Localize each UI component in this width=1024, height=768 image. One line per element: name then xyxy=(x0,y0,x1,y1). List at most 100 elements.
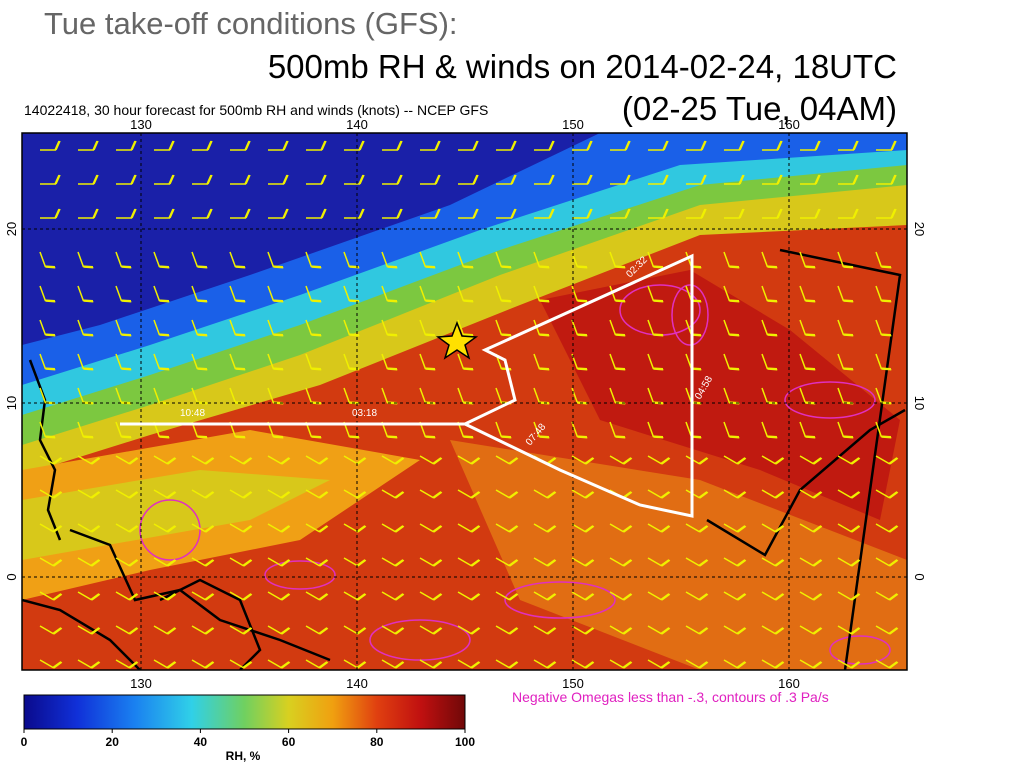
takeoff-star xyxy=(435,320,479,360)
wind-barb xyxy=(875,353,892,371)
wind-barb xyxy=(39,285,56,303)
wind-barb xyxy=(761,421,778,439)
wind-barb xyxy=(305,591,329,601)
wind-barb xyxy=(306,208,327,219)
wind-barb xyxy=(381,659,405,669)
wind-barb xyxy=(115,557,139,567)
wind-barb xyxy=(39,353,56,371)
wind-barb xyxy=(343,591,367,601)
wind-barb xyxy=(192,174,213,185)
wind-barb xyxy=(495,421,512,439)
wind-barb xyxy=(305,489,329,499)
wind-barb xyxy=(572,208,593,219)
wind-barb xyxy=(343,557,367,567)
wind-barb xyxy=(723,557,747,567)
wind-barb xyxy=(191,353,208,371)
wind-barb xyxy=(875,319,892,337)
wind-barb xyxy=(685,591,709,601)
wind-barb xyxy=(419,659,443,669)
wind-barb xyxy=(382,208,403,219)
wind-barb xyxy=(457,523,481,533)
wind-barb xyxy=(116,140,137,151)
wind-barb xyxy=(800,174,821,185)
wind-barb xyxy=(191,625,215,635)
wind-barb xyxy=(837,659,861,669)
wind-barb xyxy=(875,523,899,533)
wind-barb xyxy=(876,174,897,185)
wind-barb xyxy=(723,353,740,371)
wind-barb xyxy=(761,319,778,337)
wind-barb xyxy=(419,455,443,465)
wind-barb xyxy=(686,208,707,219)
wind-barb xyxy=(723,523,747,533)
wind-barb xyxy=(571,285,588,303)
wind-barb xyxy=(153,285,170,303)
wind-barb xyxy=(647,319,664,337)
wind-barb xyxy=(191,557,215,567)
wind-barb xyxy=(77,285,94,303)
wind-barb xyxy=(685,659,709,669)
wind-barb xyxy=(875,285,892,303)
wind-barb xyxy=(115,353,132,371)
wind-barb xyxy=(837,625,861,635)
wind-barb xyxy=(723,251,740,269)
wind-barb xyxy=(647,489,671,499)
wind-barb xyxy=(685,557,709,567)
wind-barb xyxy=(799,251,816,269)
wind-barb xyxy=(533,659,557,669)
wind-barb xyxy=(268,140,289,151)
wind-barb xyxy=(343,625,367,635)
rh-band xyxy=(450,440,907,670)
wind-barb xyxy=(39,251,56,269)
wind-barb xyxy=(229,353,246,371)
colorbar-tick-label: 20 xyxy=(106,735,120,749)
local-time: (02-25 Tue, 04AM) xyxy=(622,90,897,127)
wind-barb xyxy=(647,455,671,465)
lat-label: 10 xyxy=(912,396,927,410)
wind-barb xyxy=(115,455,139,465)
wind-barb xyxy=(799,591,823,601)
colorbar-tick-label: 80 xyxy=(370,735,384,749)
wind-barb xyxy=(305,557,329,567)
wind-barb xyxy=(77,319,94,337)
wind-barb xyxy=(496,208,517,219)
wind-barb xyxy=(495,319,512,337)
lon-label: 140 xyxy=(346,117,368,132)
wind-barb xyxy=(799,489,823,499)
wind-barb xyxy=(154,208,175,219)
lat-label: 20 xyxy=(912,222,927,236)
wind-barb xyxy=(875,625,899,635)
wind-barb xyxy=(761,659,785,669)
colorbar xyxy=(23,694,466,730)
wind-barb xyxy=(419,557,443,567)
wind-barb xyxy=(571,591,595,601)
wind-barb xyxy=(837,591,861,601)
subtitle: 500mb RH & winds on 2014-02-24, 18UTC xyxy=(268,48,897,85)
wind-barb xyxy=(381,625,405,635)
wind-barb xyxy=(761,625,785,635)
wind-barb xyxy=(457,625,481,635)
wind-barb xyxy=(419,285,436,303)
wind-barb xyxy=(799,557,823,567)
wind-barb xyxy=(39,591,63,601)
wind-barb xyxy=(116,174,137,185)
lat-label: 0 xyxy=(912,573,927,580)
wind-barb xyxy=(40,174,61,185)
lat-label: 10 xyxy=(4,396,19,410)
wind-barb xyxy=(306,174,327,185)
lon-label: 160 xyxy=(778,676,800,691)
wind-barb xyxy=(420,140,441,151)
wind-barb xyxy=(77,625,101,635)
wind-barb xyxy=(648,208,669,219)
wind-barb xyxy=(381,591,405,601)
wind-barb xyxy=(77,591,101,601)
wind-barb xyxy=(837,285,854,303)
wind-barb xyxy=(571,659,595,669)
wind-barb xyxy=(609,557,633,567)
wind-barb xyxy=(457,251,474,269)
wind-barb xyxy=(647,251,664,269)
wind-barb xyxy=(229,523,253,533)
wind-barb xyxy=(39,523,63,533)
wind-barb xyxy=(648,140,669,151)
